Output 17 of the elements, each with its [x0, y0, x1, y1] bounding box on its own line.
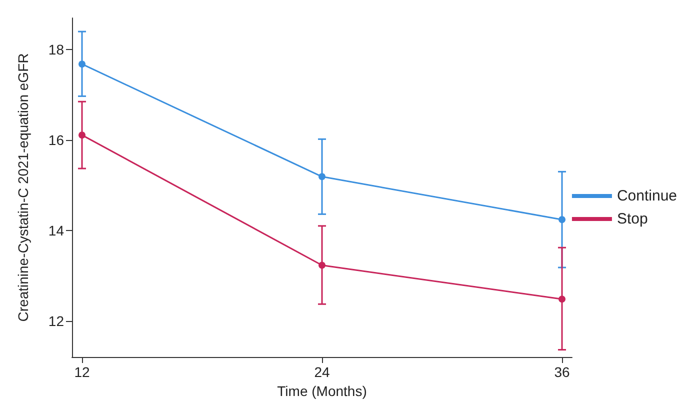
legend-label: Stop — [616, 210, 648, 228]
point — [318, 173, 326, 180]
point — [558, 296, 566, 303]
y-tick-label: 16 — [48, 132, 64, 148]
point — [558, 216, 566, 224]
y-tick-label: 14 — [48, 222, 64, 238]
y-axis-title: Creatinine-Cystatin-C 2021-equation eGFR — [15, 53, 31, 322]
y-tick-label: 18 — [48, 42, 64, 58]
point — [78, 60, 86, 68]
x-tick-label: 12 — [74, 364, 90, 380]
x-axis-title: Time (Months) — [277, 382, 367, 399]
x-tick-label: 24 — [314, 364, 330, 380]
point — [318, 262, 326, 269]
x-tick-label: 36 — [554, 364, 570, 380]
y-tick-label: 12 — [48, 312, 64, 329]
legend-label: Continue — [616, 188, 678, 204]
point — [78, 132, 86, 139]
